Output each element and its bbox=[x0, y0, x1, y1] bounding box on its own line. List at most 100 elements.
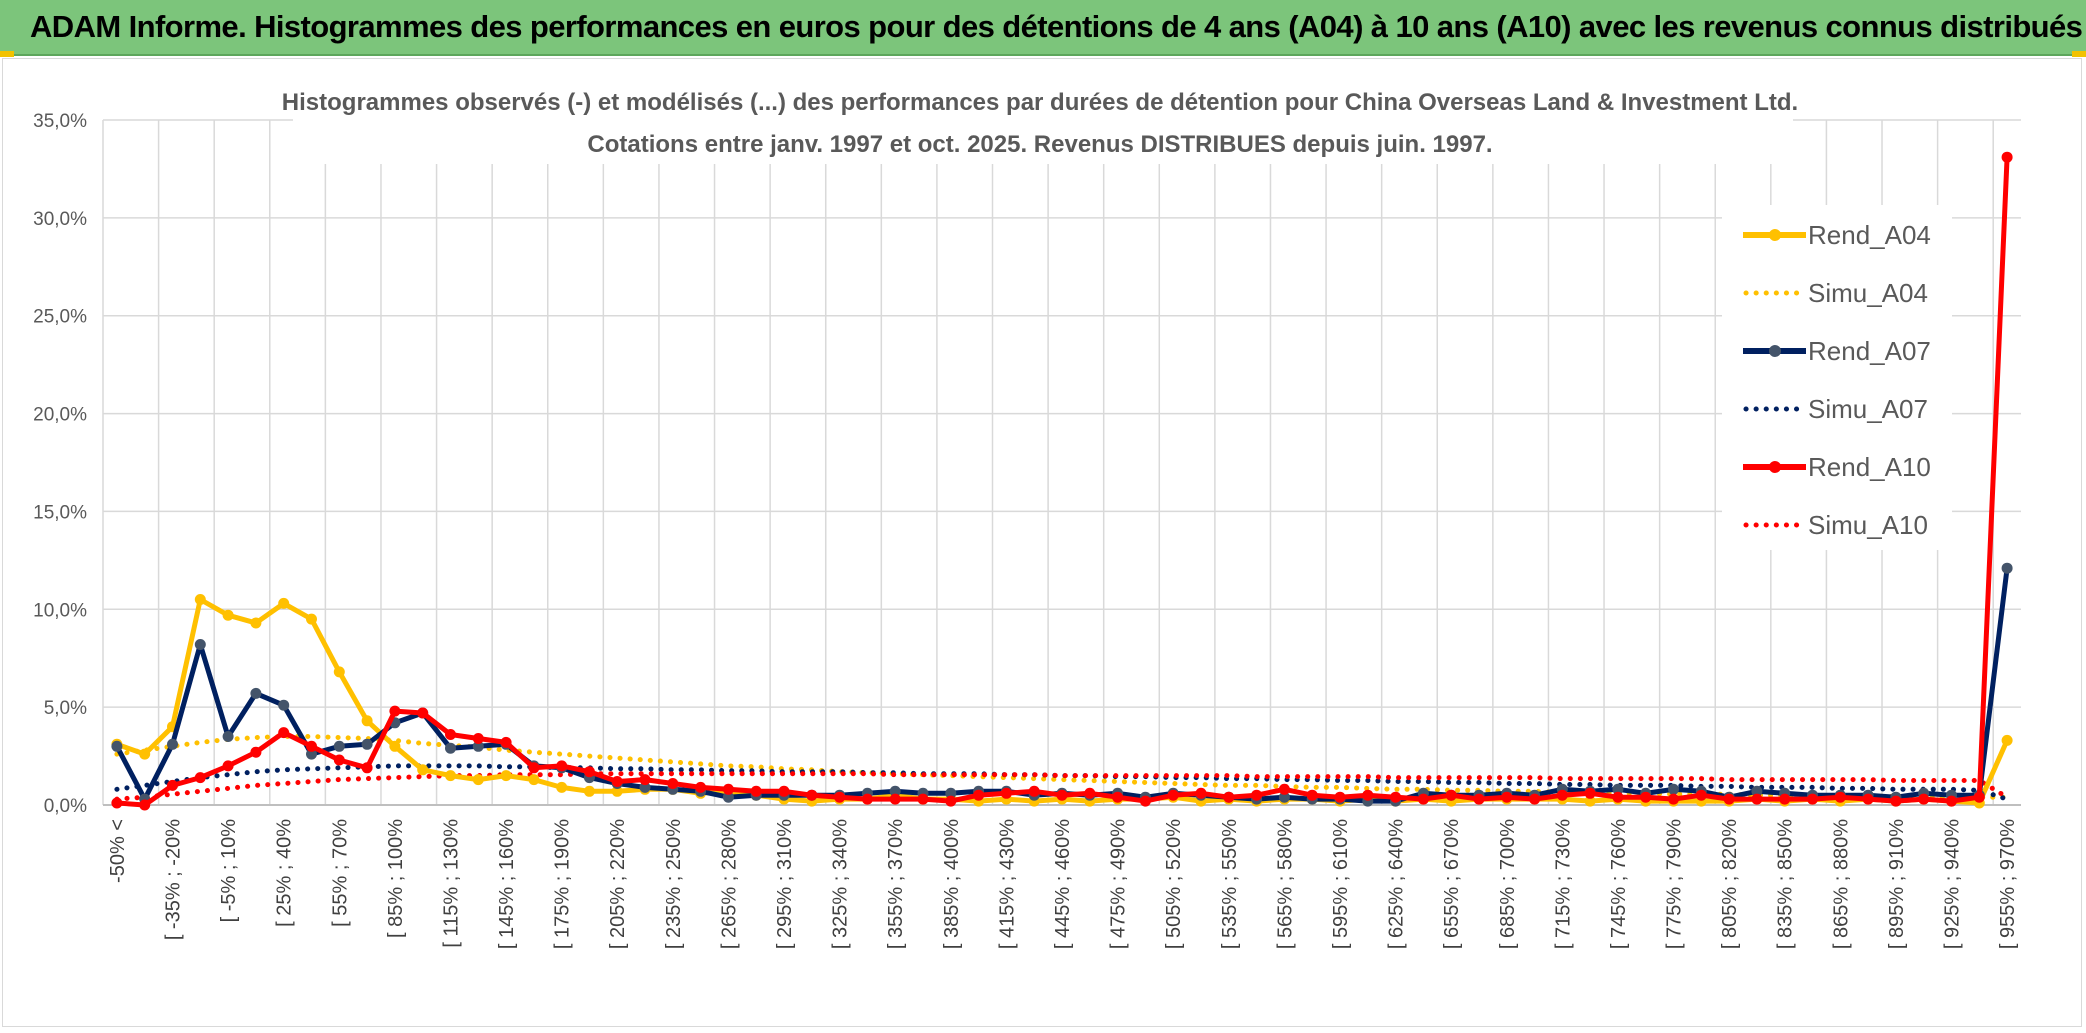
data-point-rend-a10 bbox=[1862, 793, 1874, 805]
y-tick-label: 35,0% bbox=[33, 111, 87, 132]
x-tick-label: [ 955% ; 970% bbox=[1997, 819, 2019, 949]
data-point-rend-a10 bbox=[1834, 791, 1846, 803]
x-tick-label: [ 205% ; 220% bbox=[607, 819, 629, 949]
x-tick-label: [ 25% ; 40% bbox=[274, 819, 296, 927]
data-point-rend-a04 bbox=[306, 613, 317, 625]
data-point-rend-a07 bbox=[222, 731, 234, 742]
series-layer bbox=[111, 151, 2013, 811]
data-point-rend-a04 bbox=[611, 785, 623, 797]
data-point-rend-a10 bbox=[333, 754, 345, 766]
data-point-rend-a10 bbox=[1056, 789, 1068, 801]
data-point-rend-a07 bbox=[1668, 783, 1679, 795]
x-tick-label: [ 745% ; 760% bbox=[1608, 819, 1630, 949]
data-point-rend-a10 bbox=[695, 781, 707, 793]
legend-box bbox=[1722, 205, 1952, 550]
legend-marker bbox=[1769, 461, 1781, 473]
data-point-rend-a10 bbox=[1000, 787, 1012, 799]
data-point-rend-a07 bbox=[278, 699, 290, 711]
data-point-rend-a10 bbox=[1584, 787, 1596, 799]
data-point-rend-a10 bbox=[1751, 793, 1763, 805]
data-point-rend-a04 bbox=[417, 764, 429, 776]
x-tick-label: [ 895% ; 910% bbox=[1886, 819, 1908, 949]
x-tick-label: [ 805% ; 820% bbox=[1719, 819, 1741, 949]
data-point-rend-a10 bbox=[1139, 795, 1151, 807]
legend-label: Rend_A07 bbox=[1808, 336, 1931, 366]
data-point-rend-a10 bbox=[250, 746, 262, 758]
x-tick-label: [ 115% ; 130% bbox=[440, 819, 462, 948]
y-tick-label: 10,0% bbox=[33, 600, 87, 621]
data-point-rend-a10 bbox=[500, 736, 512, 748]
data-point-rend-a10 bbox=[1556, 789, 1568, 801]
data-point-rend-a07 bbox=[472, 740, 484, 752]
x-tick-label: [ 835% ; 850% bbox=[1775, 819, 1797, 949]
data-point-rend-a10 bbox=[1807, 793, 1818, 805]
y-axis-ticks: 0,0% 5,0% 10,0% 15,0% 20,0% 25,0% 30,0% 35,0% bbox=[33, 111, 87, 817]
data-point-rend-a07 bbox=[194, 639, 206, 650]
data-point-rend-a10 bbox=[1529, 793, 1541, 805]
x-tick-label: [ 925% ; 940% bbox=[1942, 819, 1964, 949]
legend-label: Simu_A07 bbox=[1808, 394, 1928, 424]
data-point-rend-a10 bbox=[583, 766, 595, 778]
data-point-rend-a04 bbox=[445, 770, 456, 782]
y-tick-label: 30,0% bbox=[33, 209, 87, 230]
data-point-rend-a10 bbox=[472, 733, 484, 744]
data-point-rend-a07 bbox=[1278, 791, 1290, 803]
corner-accent-left bbox=[0, 51, 14, 57]
data-point-rend-a10 bbox=[1473, 793, 1485, 805]
data-point-rend-a07 bbox=[445, 742, 456, 754]
data-point-rend-a10 bbox=[278, 727, 290, 739]
header-banner: ADAM Informe. Histogrammes des performan… bbox=[0, 0, 2086, 56]
data-point-rend-a10 bbox=[1417, 793, 1429, 805]
data-point-rend-a10 bbox=[750, 785, 762, 797]
data-point-rend-a10 bbox=[1445, 789, 1457, 801]
x-tick-label: [ 505% ; 520% bbox=[1163, 819, 1185, 949]
x-tick-label: [ 775% ; 790% bbox=[1664, 819, 1686, 949]
data-point-rend-a10 bbox=[361, 762, 373, 774]
y-tick-label: 25,0% bbox=[33, 307, 87, 328]
data-point-rend-a10 bbox=[861, 793, 873, 805]
data-point-rend-a04 bbox=[139, 748, 151, 760]
data-point-rend-a07 bbox=[722, 791, 734, 803]
data-point-rend-a10 bbox=[1278, 783, 1290, 795]
x-tick-label: [ 565% ; 580% bbox=[1274, 819, 1296, 949]
data-point-rend-a04 bbox=[333, 666, 345, 678]
data-point-rend-a10 bbox=[417, 707, 429, 719]
corner-accent-right bbox=[2072, 51, 2086, 57]
data-point-rend-a07 bbox=[333, 740, 345, 752]
data-point-rend-a04 bbox=[528, 774, 540, 786]
data-point-rend-a10 bbox=[778, 785, 790, 797]
data-point-rend-a10 bbox=[1501, 791, 1513, 803]
data-point-rend-a04 bbox=[2001, 734, 2013, 746]
x-tick-label: [ 85% ; 100% bbox=[385, 819, 407, 938]
data-point-rend-a07 bbox=[639, 781, 651, 793]
x-tick-label: [ 715% ; 730% bbox=[1552, 819, 1574, 949]
data-point-rend-a04 bbox=[222, 609, 234, 621]
data-point-rend-a07 bbox=[945, 787, 957, 799]
data-point-rend-a04 bbox=[556, 781, 568, 793]
x-tick-label: [ 325% ; 340% bbox=[830, 819, 852, 949]
data-point-rend-a10 bbox=[806, 789, 818, 801]
data-point-rend-a10 bbox=[1251, 789, 1263, 801]
data-point-rend-a10 bbox=[1723, 793, 1735, 805]
data-point-rend-a10 bbox=[1973, 791, 1985, 803]
data-point-rend-a10 bbox=[1028, 785, 1040, 797]
x-tick-label: [ 295% ; 310% bbox=[774, 819, 796, 949]
data-point-rend-a10 bbox=[1946, 795, 1957, 807]
y-tick-label: 15,0% bbox=[33, 502, 87, 523]
x-tick-label: [ -5% ; 10% bbox=[218, 819, 240, 923]
series-line-simu-a10 bbox=[114, 771, 2010, 802]
x-tick-label: [ -35% ; -20% bbox=[162, 819, 184, 940]
y-tick-label: 20,0% bbox=[33, 405, 87, 426]
data-point-rend-a07 bbox=[1612, 783, 1624, 795]
chart-frame bbox=[2, 58, 2082, 1027]
legend: Rend_A04 Simu_A04 Rend_A07 Simu_A07 Rend_A10… bbox=[1722, 205, 1952, 550]
x-tick-label: [ 475% ; 490% bbox=[1108, 819, 1130, 949]
data-point-rend-a10 bbox=[194, 772, 206, 784]
data-point-rend-a10 bbox=[1668, 793, 1679, 805]
x-axis-ticks: -50% < [ -35% ; -20% [ -5% ; 10% [ 25% ; 40… bbox=[107, 819, 2019, 949]
x-tick-label: [ 595% ; 610% bbox=[1330, 819, 1352, 949]
legend-label: Simu_A04 bbox=[1808, 278, 1928, 308]
data-point-rend-a10 bbox=[1890, 795, 1902, 807]
data-point-rend-a04 bbox=[361, 715, 373, 727]
